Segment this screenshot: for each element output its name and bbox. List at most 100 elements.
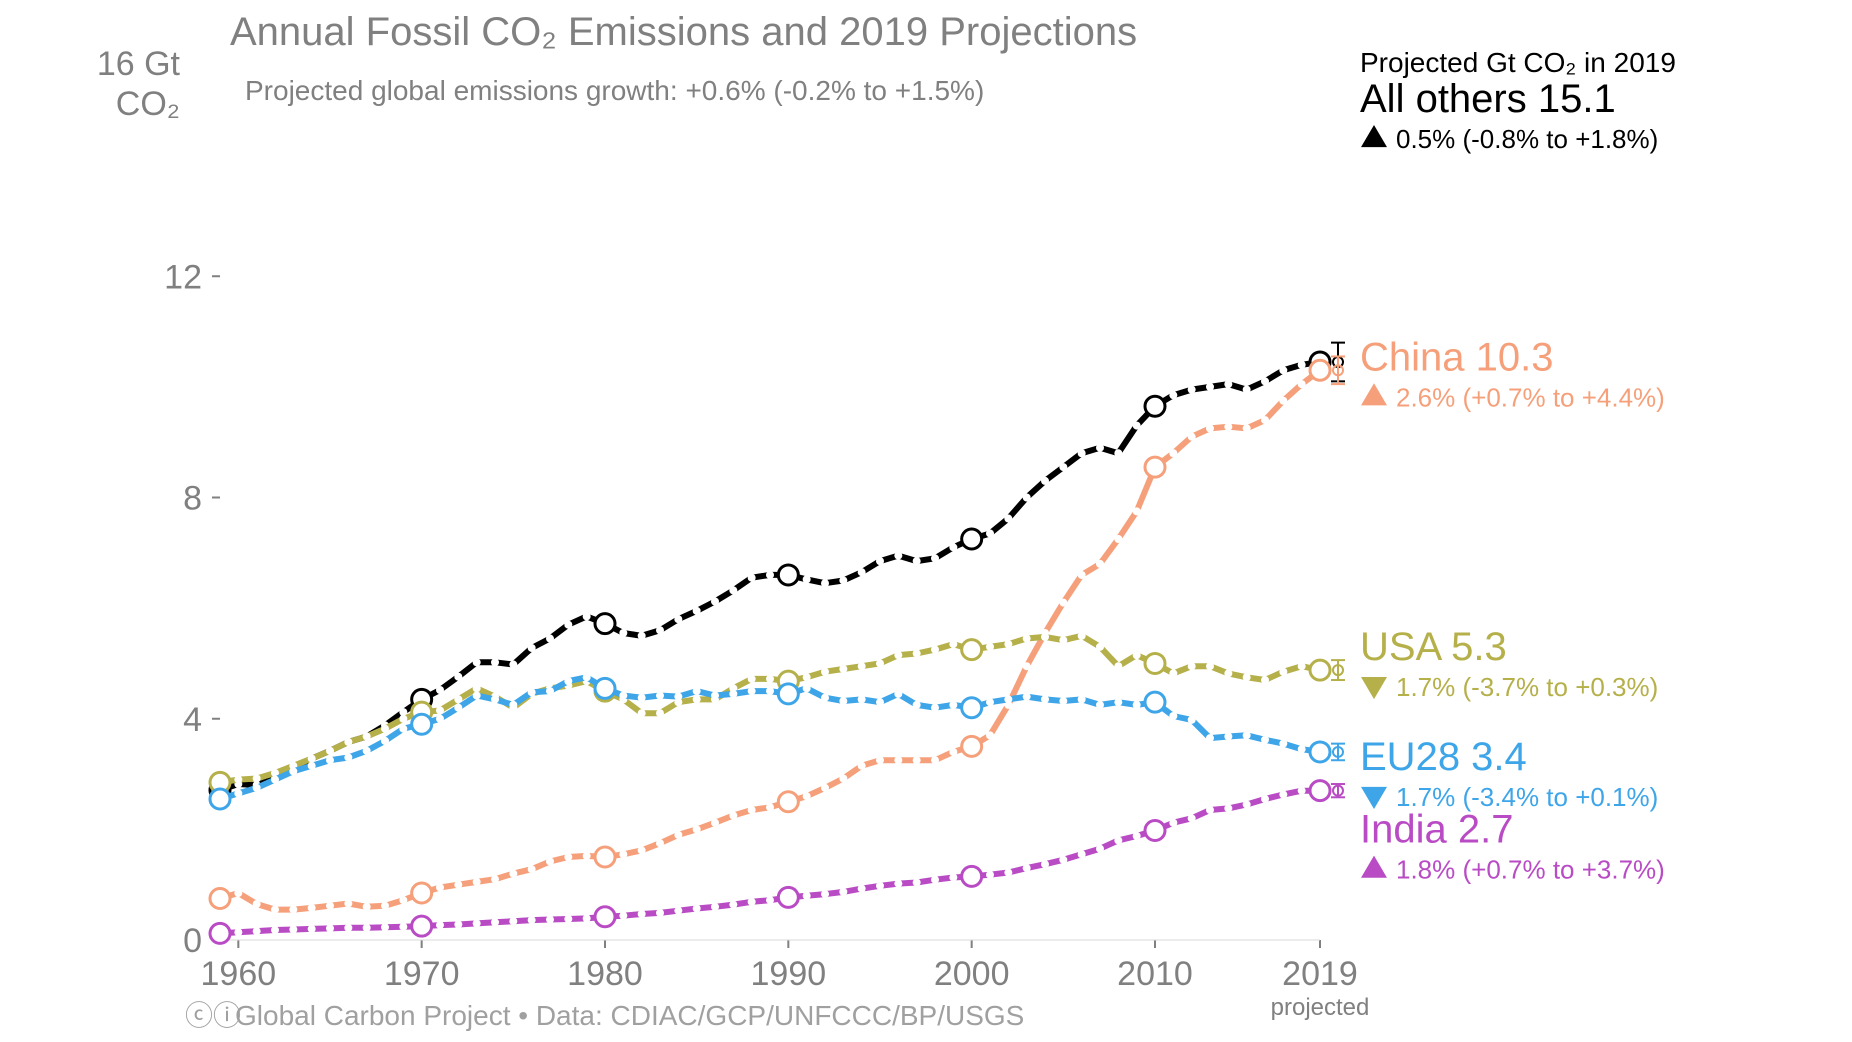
marker-small [253, 900, 261, 908]
marker-big [210, 889, 230, 909]
legend-entry-all: All others 15.10.5% (-0.8% to +1.8%) [1360, 77, 1658, 154]
marker-small [656, 692, 664, 700]
marker-small [1206, 734, 1214, 742]
x-tick-label: 2010 [1117, 955, 1193, 993]
legend-name: USA 5.3 [1360, 625, 1507, 669]
marker-small [803, 792, 811, 800]
legend-sub: 1.8% (+0.7% to +3.7%) [1396, 855, 1665, 885]
marker-small [1298, 745, 1306, 753]
marker-small [326, 924, 334, 932]
marker-small [1224, 669, 1232, 677]
marker-small [1188, 662, 1196, 670]
marker-small [1096, 643, 1104, 651]
marker-small [1188, 814, 1196, 822]
marker-small [894, 690, 902, 698]
chart-title: Annual Fossil CO₂ Emissions and 2019 Pro… [230, 10, 1137, 54]
marker-small [436, 715, 444, 723]
x-tick-label: 1980 [567, 955, 643, 993]
projected-label: projected [1271, 994, 1370, 1021]
marker-small [1133, 422, 1141, 430]
marker-small [656, 909, 664, 917]
marker-small [803, 892, 811, 900]
marker-small [693, 687, 701, 695]
marker-small [381, 902, 389, 910]
trend-down-icon [1361, 787, 1387, 809]
marker-small [821, 890, 829, 898]
marker-small [344, 924, 352, 932]
marker-big [412, 714, 432, 734]
marker-small [693, 607, 701, 615]
marker-small [399, 896, 407, 904]
marker-small [766, 675, 774, 683]
legend-sub: 2.6% (+0.7% to +4.4%) [1396, 382, 1665, 412]
marker-small [1243, 424, 1251, 432]
marker-small [1078, 850, 1086, 858]
marker-small [839, 697, 847, 705]
marker-small [381, 737, 389, 745]
marker-small [913, 649, 921, 657]
legend-name: All others 15.1 [1360, 77, 1616, 121]
marker-small [289, 906, 297, 914]
marker-small [1279, 366, 1287, 374]
marker-small [913, 701, 921, 709]
marker-small [1114, 836, 1122, 844]
marker-small [1096, 845, 1104, 853]
marker-small [583, 673, 591, 681]
marker-small [1096, 560, 1104, 568]
marker-small [253, 927, 261, 935]
marker-small [803, 673, 811, 681]
marker-small [1261, 416, 1269, 424]
marker-small [436, 883, 444, 891]
marker-small [766, 803, 774, 811]
marker-small [454, 704, 462, 712]
marker-big [778, 565, 798, 585]
marker-small [546, 687, 554, 695]
marker-small [931, 554, 939, 562]
marker-small [363, 747, 371, 755]
marker-small [858, 568, 866, 576]
marker-small [894, 651, 902, 659]
marker-big [778, 792, 798, 812]
marker-small [1243, 673, 1251, 681]
legend-entry-india: India 2.71.8% (+0.7% to +3.7%) [1360, 808, 1665, 885]
marker-small [821, 579, 829, 587]
marker-small [1224, 380, 1232, 388]
marker-small [1004, 695, 1012, 703]
marker-small [674, 693, 682, 701]
marker-small [234, 889, 242, 897]
marker-small [913, 756, 921, 764]
marker-small [1298, 380, 1306, 388]
legend-name: China 10.3 [1360, 335, 1553, 379]
marker-small [766, 896, 774, 904]
marker-small [509, 701, 517, 709]
marker-small [693, 695, 701, 703]
marker-small [454, 695, 462, 703]
marker-small [1261, 795, 1269, 803]
marker-small [876, 882, 884, 890]
marker-small [1188, 433, 1196, 441]
marker-small [344, 899, 352, 907]
marker-small [1023, 693, 1031, 701]
marker-small [711, 692, 719, 700]
marker-small [986, 643, 994, 651]
marker-small [1133, 832, 1141, 840]
chart-subtitle: Projected global emissions growth: +0.6%… [245, 75, 984, 106]
marker-big [210, 923, 230, 943]
marker-small [858, 762, 866, 770]
marker-small [1096, 701, 1104, 709]
marker-small [674, 615, 682, 623]
marker-small [656, 626, 664, 634]
marker-small [913, 557, 921, 565]
marker-small [619, 912, 627, 920]
marker-small [473, 692, 481, 700]
marker-small [839, 774, 847, 782]
marker-small [674, 831, 682, 839]
marker-small [234, 776, 242, 784]
marker-small [1188, 716, 1196, 724]
marker-big [1310, 781, 1330, 801]
marker-small [473, 684, 481, 692]
marker-small [473, 658, 481, 666]
marker-small [1059, 599, 1067, 607]
marker-big [412, 916, 432, 936]
marker-big [1145, 692, 1165, 712]
